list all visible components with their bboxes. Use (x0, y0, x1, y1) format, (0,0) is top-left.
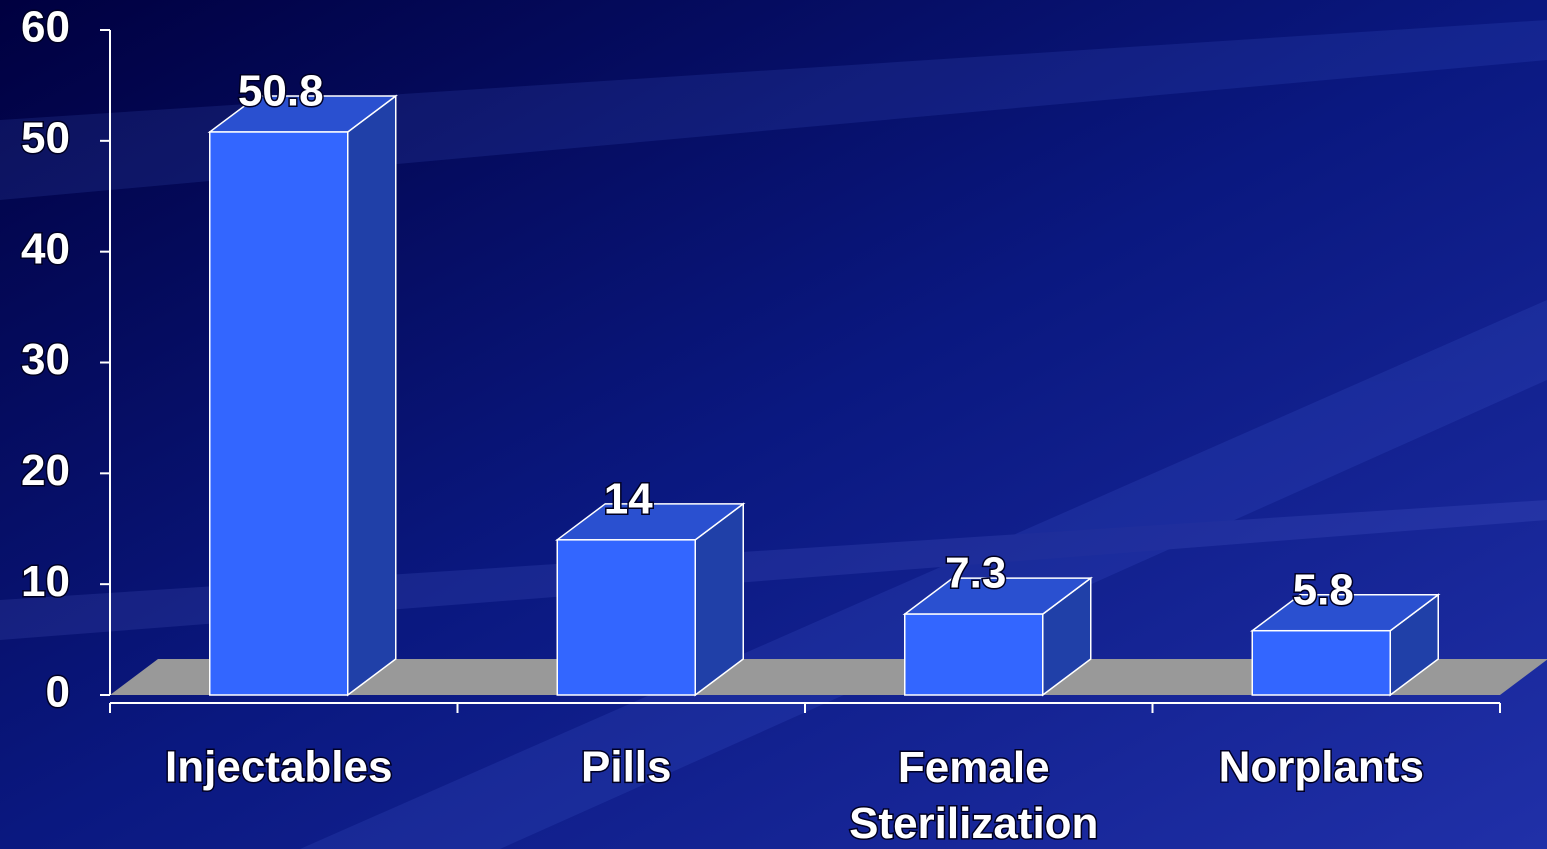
value-label: 7.3 (945, 549, 1006, 598)
y-tick-label: 20 (21, 446, 70, 495)
y-tick-label: 30 (21, 335, 70, 384)
bar-3d (1250, 593, 1441, 697)
bar-3d (554, 502, 746, 697)
x-tick-label: Norplants (1219, 743, 1424, 792)
x-tick-label: Injectables (165, 743, 392, 792)
y-tick-label: 40 (21, 224, 70, 273)
bar (556, 539, 696, 696)
bar-side (347, 94, 397, 697)
floor (110, 659, 1547, 695)
bar (1251, 629, 1391, 696)
bar (904, 613, 1044, 696)
y-tick-label: 50 (21, 113, 70, 162)
bar (209, 131, 349, 696)
value-label: 14 (604, 474, 653, 523)
value-label: 50.8 (238, 67, 324, 116)
y-tick-label: 0 (46, 668, 70, 717)
x-tick-label: Female Sterilization (849, 743, 1098, 848)
bar-3d (902, 576, 1093, 697)
y-tick-label: 60 (21, 3, 70, 52)
x-tick-label: Pills (581, 743, 672, 792)
bar-3d (207, 94, 399, 697)
value-label: 5.8 (1293, 565, 1354, 614)
y-tick-label: 10 (21, 557, 70, 606)
